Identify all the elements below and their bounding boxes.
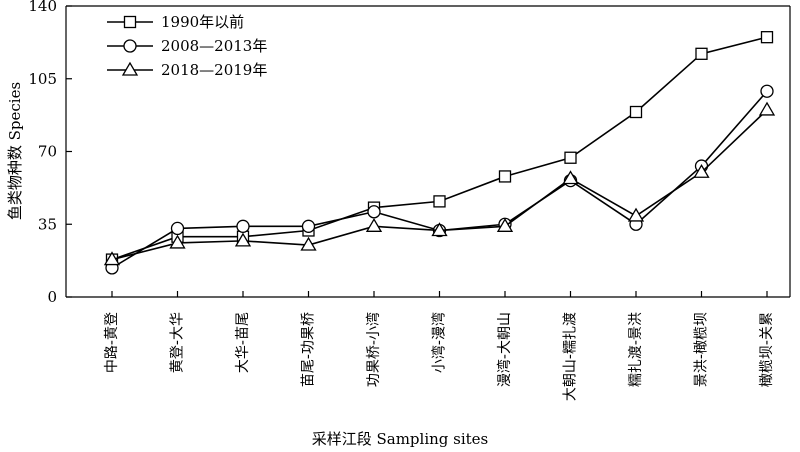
data-point-triangle xyxy=(627,207,645,222)
data-point-triangle xyxy=(365,218,383,232)
x-tick-label: 苗尾-功果桥 xyxy=(301,312,317,387)
data-point-square xyxy=(760,31,774,44)
data-point-circle xyxy=(236,219,250,233)
data-point-square xyxy=(695,47,708,60)
x-tick-label: 黄登-大华 xyxy=(169,312,186,373)
y-tick-label: 35 xyxy=(38,215,57,233)
legend-marker-square xyxy=(123,15,137,29)
legend-label: 1990年以前 xyxy=(161,13,244,31)
x-tick-label: 小湾-漫湾 xyxy=(431,312,448,373)
data-point-triangle xyxy=(496,218,514,232)
data-point-triangle xyxy=(169,234,186,249)
data-point-triangle xyxy=(234,232,252,247)
legend-label: 2018—2019年 xyxy=(161,61,267,79)
data-point-square xyxy=(629,105,643,119)
legend-marker-circle xyxy=(123,39,137,53)
x-tick-label: 大华-苗尾 xyxy=(235,312,251,373)
y-tick-label: 0 xyxy=(47,288,57,306)
legend-marker-triangle xyxy=(121,61,139,76)
legend-label: 2008—2013年 xyxy=(161,37,267,55)
x-tick-label: 橄榄坝-关累 xyxy=(759,312,775,387)
y-tick-label: 70 xyxy=(38,143,57,161)
x-tick-label: 糯扎渡-景洪 xyxy=(628,312,644,387)
data-point-triangle xyxy=(562,170,579,185)
x-tick-label: 功果桥-小湾 xyxy=(365,312,382,387)
y-tick-label: 140 xyxy=(28,0,57,15)
data-point-circle xyxy=(301,219,316,233)
data-point-triangle xyxy=(431,222,448,237)
x-tick-label: 景洪-橄榄坝 xyxy=(694,312,710,387)
data-point-circle xyxy=(760,84,774,98)
y-tick-label: 105 xyxy=(28,70,57,88)
data-point-triangle xyxy=(693,163,710,178)
data-point-circle xyxy=(367,205,381,219)
data-point-triangle xyxy=(300,236,317,251)
x-tick-label: 大朝山-糯扎渡 xyxy=(563,312,579,401)
x-axis-title: 采样江段 Sampling sites xyxy=(312,430,489,448)
x-tick-label: 漫湾-大朝山 xyxy=(496,312,513,387)
data-point-square xyxy=(564,151,577,164)
data-point-square xyxy=(433,195,446,208)
data-point-square xyxy=(498,170,512,183)
data-point-triangle xyxy=(758,101,776,116)
data-point-circle xyxy=(170,221,185,236)
data-point-triangle xyxy=(103,251,121,266)
y-axis-title: 鱼类物种数 Species xyxy=(6,82,24,220)
x-tick-label: 中路-黄登 xyxy=(103,312,120,373)
